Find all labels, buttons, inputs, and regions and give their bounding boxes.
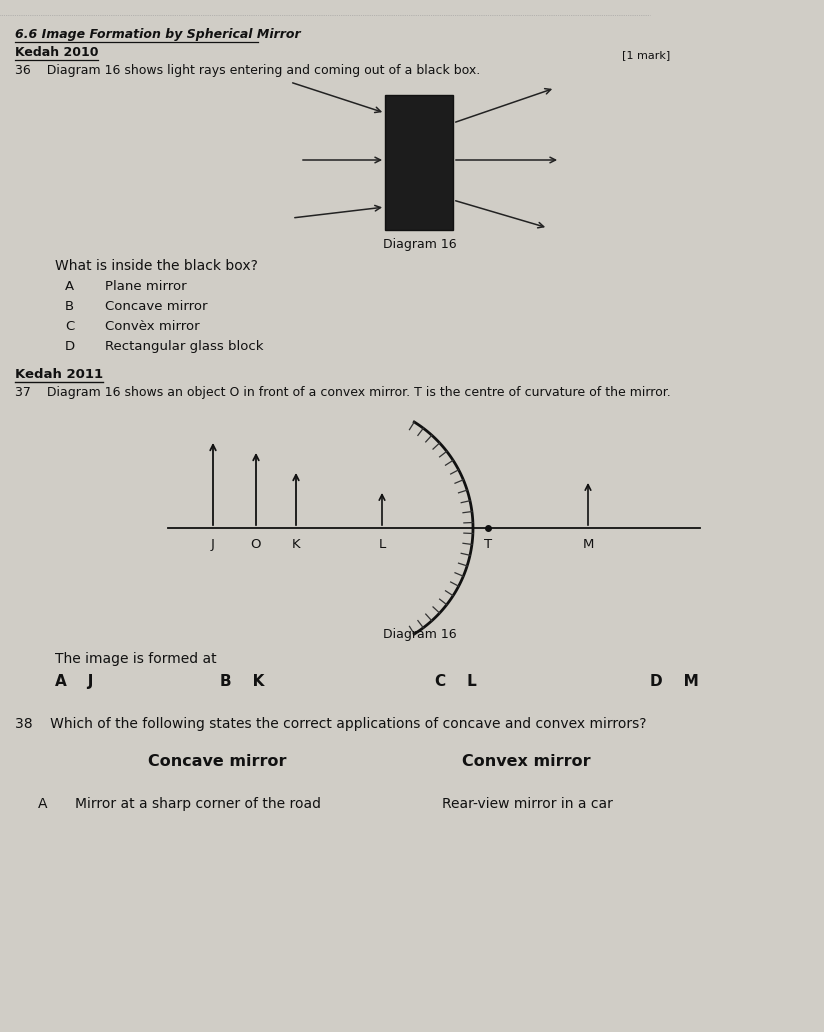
Text: Kedah 2010: Kedah 2010 [15, 46, 99, 59]
Text: A    J: A J [55, 674, 93, 689]
Text: D    M: D M [650, 674, 699, 689]
Text: Convex mirror: Convex mirror [462, 754, 591, 769]
Text: M: M [583, 538, 593, 551]
Text: The image is formed at: The image is formed at [55, 652, 217, 666]
Text: B: B [65, 300, 74, 313]
Text: Rectangular glass block: Rectangular glass block [105, 340, 264, 353]
Text: Mirror at a sharp corner of the road: Mirror at a sharp corner of the road [75, 797, 321, 811]
Text: T: T [484, 538, 492, 551]
Text: A: A [65, 280, 74, 293]
Text: 6.6 Image Formation by Spherical Mirror: 6.6 Image Formation by Spherical Mirror [15, 28, 301, 41]
Text: O: O [250, 538, 261, 551]
Text: 36    Diagram 16 shows light rays entering and coming out of a black box.: 36 Diagram 16 shows light rays entering … [15, 64, 480, 77]
Text: C: C [65, 320, 74, 333]
Text: J: J [211, 538, 215, 551]
Bar [385, 95, 453, 230]
Text: [1 mark]: [1 mark] [622, 50, 670, 60]
Text: What is inside the black box?: What is inside the black box? [55, 259, 258, 273]
Text: C    L: C L [435, 674, 477, 689]
Text: 38    Which of the following states the correct applications of concave and conv: 38 Which of the following states the cor… [15, 717, 647, 731]
Text: B    K: B K [220, 674, 265, 689]
Text: Diagram 16: Diagram 16 [383, 238, 456, 251]
Text: Concave mirror: Concave mirror [148, 754, 287, 769]
Text: Kedah 2011: Kedah 2011 [15, 368, 103, 381]
Text: Diagram 16: Diagram 16 [383, 628, 456, 641]
Text: L: L [378, 538, 386, 551]
Text: Concave mirror: Concave mirror [105, 300, 208, 313]
Text: Convèx mirror: Convèx mirror [105, 320, 199, 333]
Text: A: A [38, 797, 48, 811]
Text: 37    Diagram 16 shows an object O in front of a convex mirror. T is the centre : 37 Diagram 16 shows an object O in front… [15, 386, 671, 399]
Text: Rear-view mirror in a car: Rear-view mirror in a car [442, 797, 613, 811]
Text: K: K [292, 538, 300, 551]
Text: D: D [65, 340, 75, 353]
Text: Plane mirror: Plane mirror [105, 280, 186, 293]
